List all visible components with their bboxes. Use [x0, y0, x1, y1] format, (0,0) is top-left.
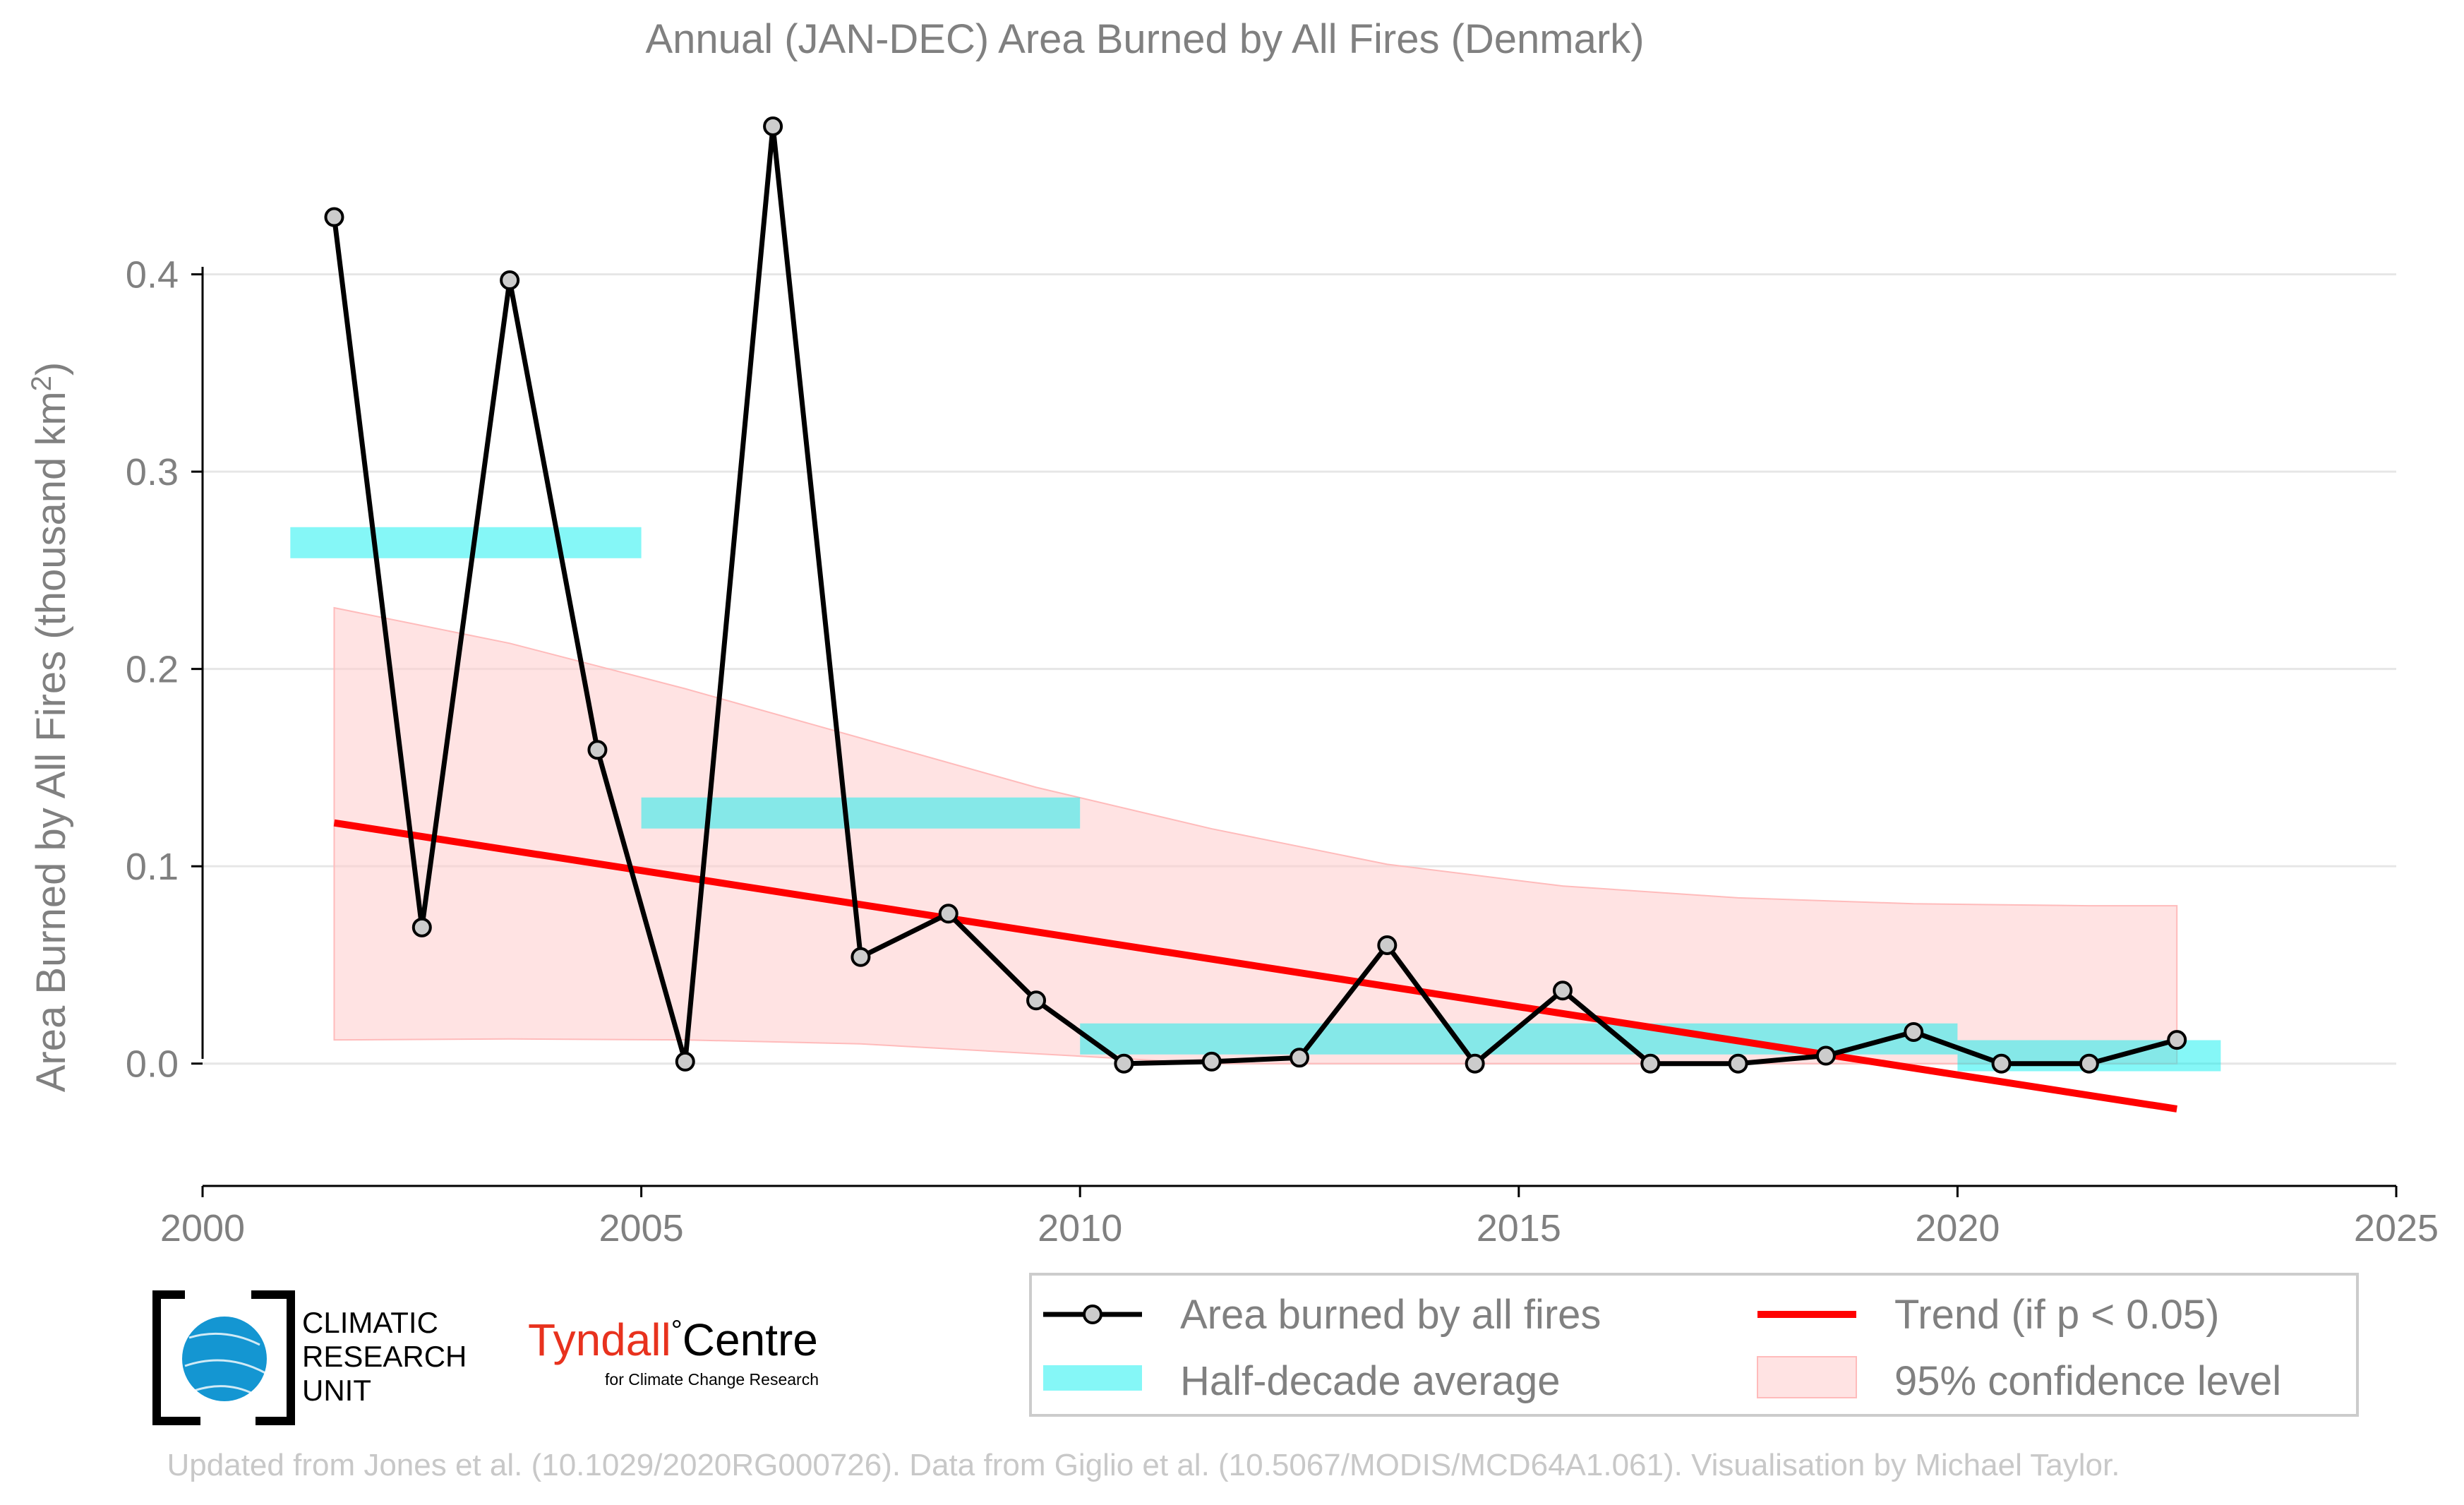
legend-swatch-half-decade [1043, 1365, 1142, 1391]
data-point [1640, 1053, 1661, 1074]
x-tick-label: 2020 [1915, 1207, 2000, 1249]
y-tick-label: 0.2 [126, 649, 179, 691]
data-point [587, 740, 608, 760]
cru-logo-bracket-left [152, 1290, 200, 1425]
tyndall-logo: Tyndall°Centre for Climate Change Resear… [528, 1314, 819, 1389]
tyndall-logo-right: Centre [683, 1314, 818, 1365]
x-tick-label: 2015 [1477, 1207, 1561, 1249]
cru-logo-bracket-right [251, 1290, 295, 1425]
legend-label-area-burned: Area burned by all fires [1180, 1292, 1601, 1338]
tyndall-logo-subtitle: for Climate Change Research [605, 1370, 819, 1389]
data-point [1991, 1053, 2012, 1074]
tick-labels: 0.0 0.1 0.2 0.3 0.4 2000 2005 2010 2015 2020 2025 [126, 254, 2439, 1249]
half-decade-bar [641, 797, 1081, 829]
legend: Area burned by all fires Trend (if p < 0… [1029, 1273, 2359, 1417]
tyndall-logo-text: Tyndall°Centre [528, 1314, 818, 1365]
axes [191, 267, 2398, 1197]
data-point [1552, 981, 1573, 1001]
y-tick-label: 0.4 [126, 254, 179, 296]
data-point [1114, 1053, 1134, 1074]
tyndall-logo-left: Tyndall [528, 1314, 671, 1365]
data-point [1728, 1053, 1748, 1074]
data-point [1465, 1053, 1485, 1074]
y-axis-label: Area Burned by All Fires (thousand km2) [26, 362, 74, 1093]
data-point [324, 207, 344, 227]
tyndall-logo-degree: ° [671, 1315, 683, 1346]
data-point [1290, 1048, 1309, 1068]
data-point [1815, 1045, 1836, 1066]
globe-icon-lines [184, 1332, 266, 1396]
half-decade-bar [290, 527, 642, 558]
data-point [2167, 1030, 2187, 1050]
legend-swatch-confidence [1757, 1356, 1857, 1398]
data-point [1201, 1051, 1222, 1072]
trend-layer [333, 819, 2177, 1113]
y-axis-label-close: ) [28, 362, 74, 376]
cru-logo: CLIMATIC RESEARCH UNIT [152, 1290, 467, 1425]
data-point [411, 917, 432, 937]
area-burned-layer [324, 116, 2187, 1074]
confidence-band-layer [333, 606, 2178, 1065]
x-tick-label: 2010 [1038, 1207, 1122, 1249]
confidence-band [333, 606, 2178, 1065]
cru-logo-text-3: UNIT [302, 1374, 371, 1407]
y-axis-label-sup: 2 [26, 376, 57, 391]
y-tick-label: 0.1 [126, 846, 179, 888]
data-point [500, 270, 520, 291]
footer-credit: Updated from Jones et al. (10.1029/2020R… [167, 1448, 2120, 1482]
chart-title: Annual (JAN-DEC) Area Burned by All Fire… [645, 16, 1644, 62]
data-point [1377, 935, 1398, 955]
x-tick-label: 2005 [599, 1207, 684, 1249]
cru-logo-text-2: RESEARCH [302, 1340, 467, 1373]
data-point [1026, 990, 1047, 1011]
data-point [675, 1051, 695, 1072]
data-point [1904, 1021, 1924, 1042]
y-tick-label: 0.0 [126, 1043, 179, 1086]
data-point [851, 947, 871, 967]
legend-label-confidence: 95% confidence level [1894, 1358, 2281, 1404]
cru-logo-text-1: CLIMATIC [302, 1306, 438, 1339]
area-burned-line [332, 126, 2178, 1067]
x-tick-label: 2025 [2354, 1207, 2439, 1249]
y-tick-label: 0.3 [126, 451, 179, 493]
globe-icon [182, 1317, 267, 1401]
y-axis-label-main: Area Burned by All Fires (thousand km [28, 391, 74, 1092]
legend-frame [1029, 1273, 2359, 1417]
data-point [938, 904, 958, 924]
trend-line [333, 819, 2177, 1113]
legend-marker-area-burned [1083, 1305, 1102, 1324]
x-tick-label: 2000 [160, 1207, 245, 1249]
data-point [2079, 1053, 2099, 1074]
data-point [763, 116, 783, 136]
legend-label-half-decade: Half-decade average [1180, 1358, 1560, 1404]
legend-label-trend: Trend (if p < 0.05) [1894, 1292, 2219, 1338]
